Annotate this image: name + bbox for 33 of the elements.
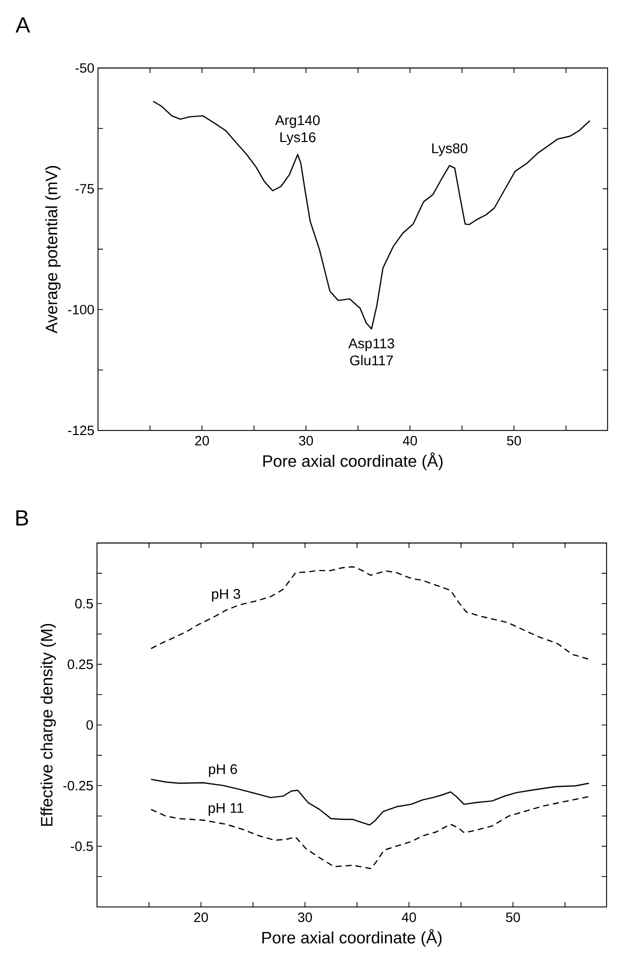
annotation: Lys80 [432, 143, 468, 156]
x-axis-title: Pore axial coordinate (Å) [262, 928, 442, 947]
line-series [152, 100, 591, 330]
series-label: pH 11 [208, 803, 244, 816]
y-tick-label: 0 [86, 720, 93, 730]
y-axis-title: Effective charge density (M) [40, 624, 56, 826]
x-tick-label: 30 [298, 912, 312, 922]
y-tick-label: -75 [76, 184, 94, 194]
chart-title: A [16, 17, 30, 32]
annotation: Arg140 Lys16 [275, 115, 320, 145]
y-tick-label: -0.25 [63, 780, 93, 790]
y-axis-title: Average potential (mV) [45, 166, 61, 334]
x-tick-label: 20 [194, 912, 208, 922]
x-tick-label: 50 [506, 912, 520, 922]
x-tick-label: 50 [507, 436, 521, 446]
x-tick-label: 40 [402, 912, 416, 922]
y-tick-label: -100 [68, 304, 94, 314]
y-tick-label: 0.5 [75, 598, 93, 608]
x-axis-title: Pore axial coordinate (Å) [263, 452, 443, 470]
y-tick-label: -0.5 [70, 842, 93, 852]
line-series [150, 796, 590, 870]
x-tick-label: 20 [195, 436, 209, 446]
y-tick-label: -125 [68, 426, 94, 436]
series-label: pH 6 [208, 764, 237, 777]
annotation: Asp113 Glu117 [348, 338, 394, 366]
x-tick-label: 30 [299, 436, 313, 446]
y-tick-label: 0.25 [68, 660, 93, 670]
line-series [150, 778, 590, 826]
x-tick-label: 40 [402, 436, 417, 446]
series-label: pH 3 [212, 588, 240, 602]
y-tick-label: -50 [76, 63, 94, 73]
chart-title: B [16, 510, 28, 526]
line-series [150, 566, 590, 660]
